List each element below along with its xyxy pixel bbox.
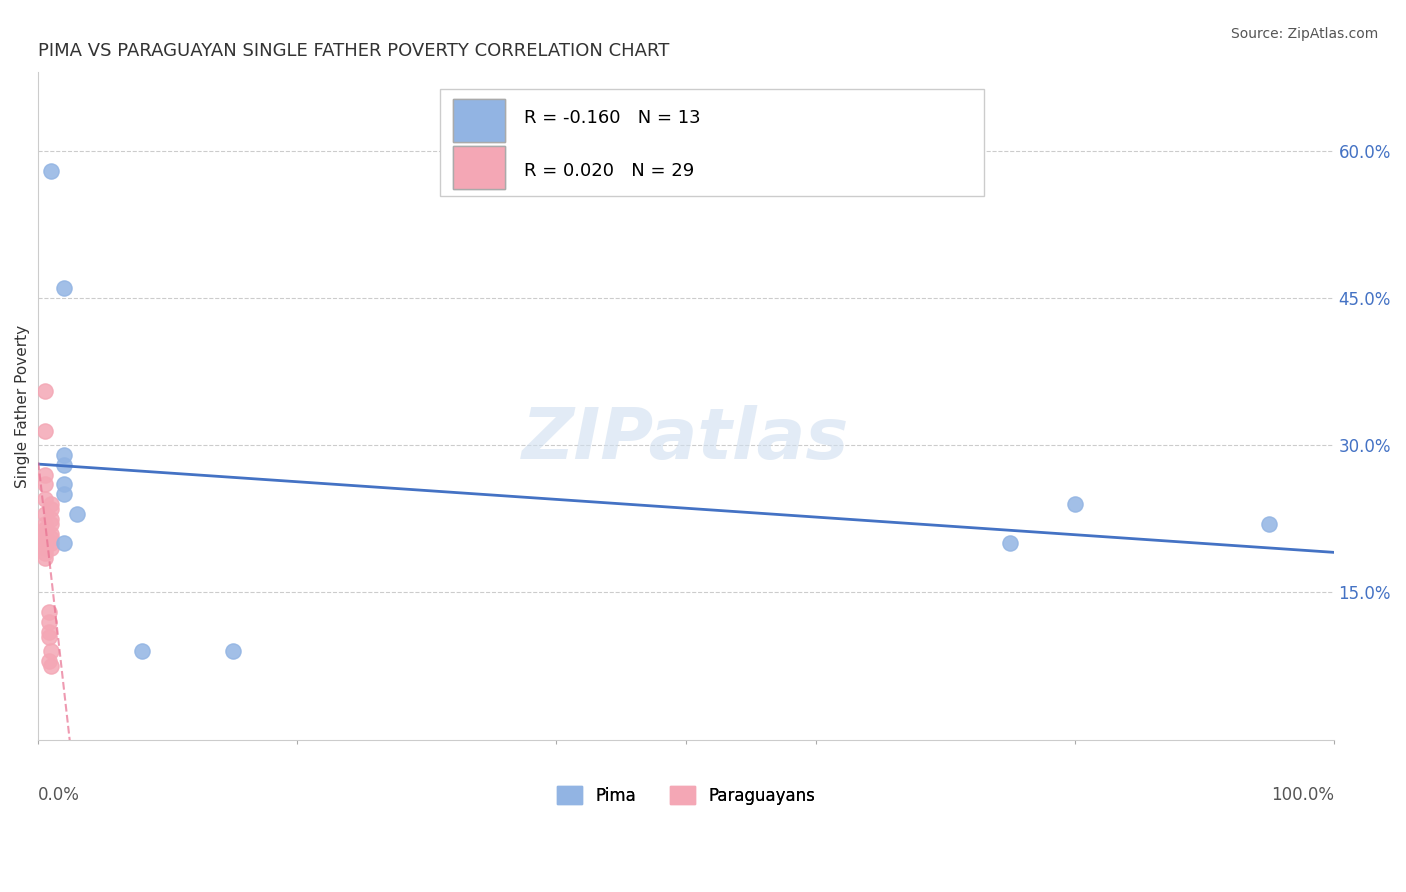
Point [34,536,56,550]
Text: ZIPatlas: ZIPatlas [522,405,849,474]
Point [38,630,60,644]
Point [34,424,56,438]
Point [39,163,62,178]
Point [38,654,60,668]
Text: PIMA VS PARAGUAYAN SINGLE FATHER POVERTY CORRELATION CHART: PIMA VS PARAGUAYAN SINGLE FATHER POVERTY… [38,42,669,60]
Point [53,448,76,462]
Text: R = -0.160   N = 13: R = -0.160 N = 13 [524,109,700,128]
Point [39,644,62,658]
Point [53,281,76,295]
Point [1257,516,1279,531]
Point [39,516,62,531]
Legend: Pima, Paraguayans: Pima, Paraguayans [551,780,821,812]
Point [34,546,56,560]
Point [66,507,89,521]
Point [39,526,62,541]
Point [34,532,56,546]
Point [34,467,56,482]
Point [39,502,62,516]
Point [998,536,1021,550]
Point [38,615,60,629]
Point [34,384,56,399]
Point [39,497,62,511]
Point [131,644,153,658]
Point [34,551,56,566]
FancyBboxPatch shape [453,145,505,189]
FancyBboxPatch shape [453,145,505,189]
Point [53,536,76,550]
FancyBboxPatch shape [453,99,505,143]
Point [34,526,56,541]
Point [39,536,62,550]
Text: Source: ZipAtlas.com: Source: ZipAtlas.com [1230,27,1378,41]
FancyBboxPatch shape [453,99,505,143]
Point [53,458,76,472]
Point [38,605,60,619]
Point [1063,497,1085,511]
Point [38,624,60,639]
Text: 100.0%: 100.0% [1271,786,1334,805]
FancyBboxPatch shape [440,89,984,196]
Text: 0.0%: 0.0% [38,786,80,805]
Point [34,477,56,491]
Point [34,541,56,556]
Point [34,507,56,521]
Y-axis label: Single Father Poverty: Single Father Poverty [15,325,30,488]
Point [34,492,56,507]
Point [39,512,62,526]
Point [39,541,62,556]
Point [39,532,62,546]
Text: R = 0.020   N = 29: R = 0.020 N = 29 [524,162,695,180]
Point [53,487,76,501]
Point [34,516,56,531]
Point [221,644,243,658]
Point [39,659,62,673]
Point [34,522,56,536]
Point [53,477,76,491]
